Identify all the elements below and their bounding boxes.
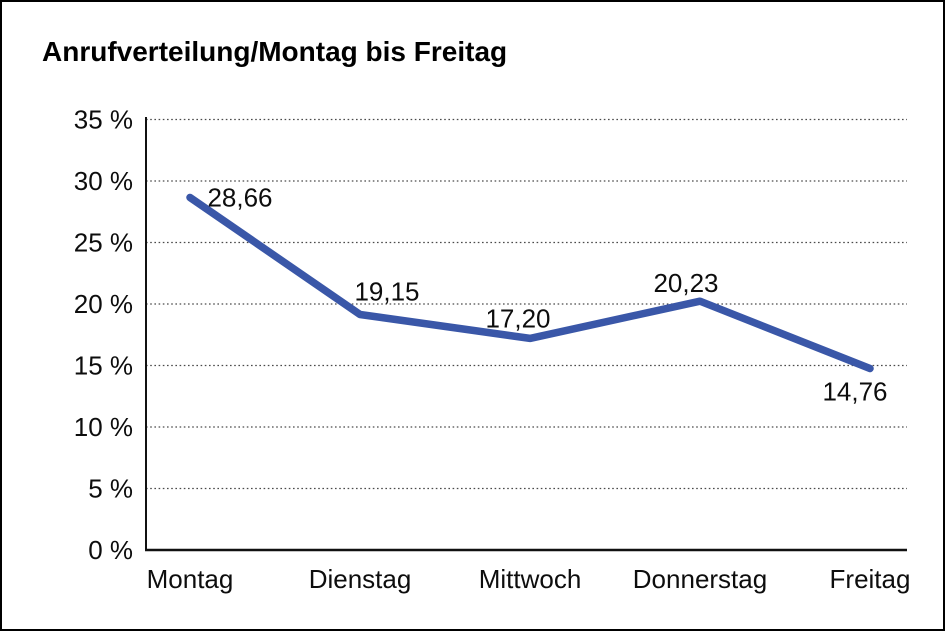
data-point-label: 19,15 bbox=[354, 276, 419, 306]
x-category-label: Mittwoch bbox=[479, 564, 582, 594]
data-point-label: 28,66 bbox=[207, 182, 272, 212]
data-point-label: 17,20 bbox=[485, 303, 550, 333]
x-category-label: Freitag bbox=[830, 564, 911, 594]
data-point-label: 14,76 bbox=[822, 376, 887, 406]
x-category-label: Montag bbox=[147, 564, 234, 594]
y-tick-label: 5 % bbox=[88, 474, 133, 504]
data-series-line bbox=[186, 193, 874, 373]
y-tick-label: 25 % bbox=[74, 228, 133, 258]
y-tick-label: 30 % bbox=[74, 166, 133, 196]
y-tick-label: 10 % bbox=[74, 412, 133, 442]
chart-title: Anrufverteilung/Montag bis Freitag bbox=[42, 36, 508, 67]
x-category-label: Dienstag bbox=[309, 564, 412, 594]
y-tick-label: 0 % bbox=[88, 535, 133, 565]
data-point-label: 20,23 bbox=[653, 268, 718, 298]
y-tick-label: 35 % bbox=[74, 105, 133, 135]
x-category-label: Donnerstag bbox=[633, 564, 767, 594]
y-tick-label: 20 % bbox=[74, 289, 133, 319]
y-tick-label: 15 % bbox=[74, 351, 133, 381]
